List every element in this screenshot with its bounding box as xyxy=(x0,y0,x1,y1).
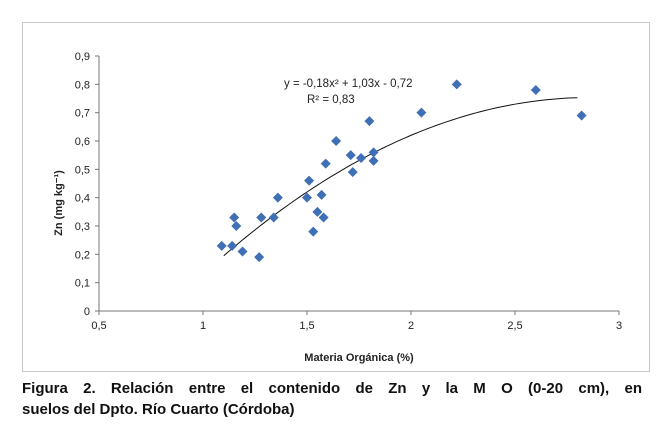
y-tick-label: 0,3 xyxy=(75,221,90,233)
data-point xyxy=(272,192,283,203)
tick-labels: 0,5 1 1,5 2 2,5 3 0 0,1 0,2 0,3 0,4 0,5 0,6 0,7 0,8 0,9 xyxy=(75,51,622,332)
caption-line-1: Figura 2. Relación entre el contenido de… xyxy=(22,380,642,397)
data-point xyxy=(368,147,379,158)
y-tick-label: 0,7 xyxy=(75,108,90,120)
data-point xyxy=(256,212,267,223)
trendline xyxy=(223,97,578,257)
x-tick-label: 0,5 xyxy=(91,320,106,332)
trendline-equation: y = -0,18x² + 1,03x - 0,72 xyxy=(284,78,413,90)
caption-line-2: suelos del Dpto. Río Cuarto (Córdoba) xyxy=(22,401,295,418)
data-point xyxy=(302,192,312,203)
y-tick-label: 0,8 xyxy=(75,79,90,91)
data-point xyxy=(254,252,265,263)
data-point xyxy=(231,221,242,231)
chart-area: 0,5 1 1,5 2 2,5 3 0 0,1 0,2 0,3 0,4 0,5 0,6 0,7 0,8 0,9… xyxy=(22,22,650,372)
x-tick-label: 2 xyxy=(408,320,414,332)
y-tick-label: 0,5 xyxy=(75,164,90,176)
data-point xyxy=(364,116,375,127)
data-point xyxy=(451,79,462,90)
x-tick-label: 2,5 xyxy=(507,320,522,332)
data-point xyxy=(530,85,541,95)
scatter-plot: 0,5 1 1,5 2 2,5 3 0 0,1 0,2 0,3 0,4 0,5 0,6 0,7 0,8 0,9… xyxy=(53,51,622,364)
data-point xyxy=(368,155,379,166)
x-tick-label: 1 xyxy=(200,320,206,332)
data-point xyxy=(316,189,327,200)
r-squared-label: R² = 0,83 xyxy=(307,94,355,106)
data-point xyxy=(576,110,587,121)
data-point xyxy=(331,136,342,146)
y-tick-label: 0 xyxy=(84,306,90,318)
data-point xyxy=(312,206,323,217)
data-point xyxy=(304,175,315,186)
y-tick-label: 0,9 xyxy=(75,51,90,63)
axes xyxy=(95,55,620,315)
data-point xyxy=(227,240,238,251)
y-tick-label: 0,4 xyxy=(75,193,90,205)
data-point xyxy=(356,153,367,163)
data-point xyxy=(268,212,279,223)
y-tick-label: 0,6 xyxy=(75,136,90,148)
data-point xyxy=(416,107,427,118)
x-axis-title: Materia Orgánica (%) xyxy=(304,352,414,364)
data-point xyxy=(318,212,329,223)
data-point xyxy=(237,246,248,257)
data-point xyxy=(347,167,358,178)
data-point xyxy=(216,240,227,251)
x-tick-label: 1,5 xyxy=(299,320,314,332)
y-tick-label: 0,1 xyxy=(75,278,90,290)
data-points xyxy=(216,79,587,263)
data-point xyxy=(308,226,319,237)
y-tick-label: 0,2 xyxy=(75,249,90,261)
data-point xyxy=(320,158,331,169)
x-tick-label: 3 xyxy=(616,320,622,332)
y-axis-title: Zn (mg kg⁻¹) xyxy=(53,170,65,236)
data-point xyxy=(345,150,356,161)
figure-caption: Figura 2. Relación entre el contenido de… xyxy=(22,378,642,420)
data-point xyxy=(229,212,240,223)
